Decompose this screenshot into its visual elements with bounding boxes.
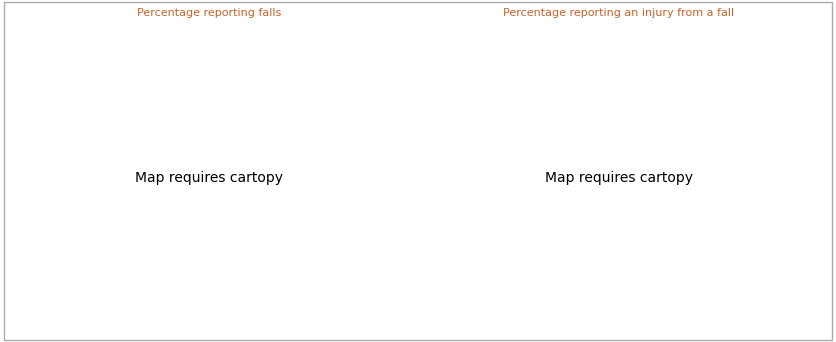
Text: Map requires cartopy: Map requires cartopy bbox=[544, 171, 693, 185]
Text: Map requires cartopy: Map requires cartopy bbox=[135, 171, 283, 185]
Title: Percentage reporting an injury from a fall: Percentage reporting an injury from a fa… bbox=[503, 8, 734, 18]
Title: Percentage reporting falls: Percentage reporting falls bbox=[137, 8, 281, 18]
